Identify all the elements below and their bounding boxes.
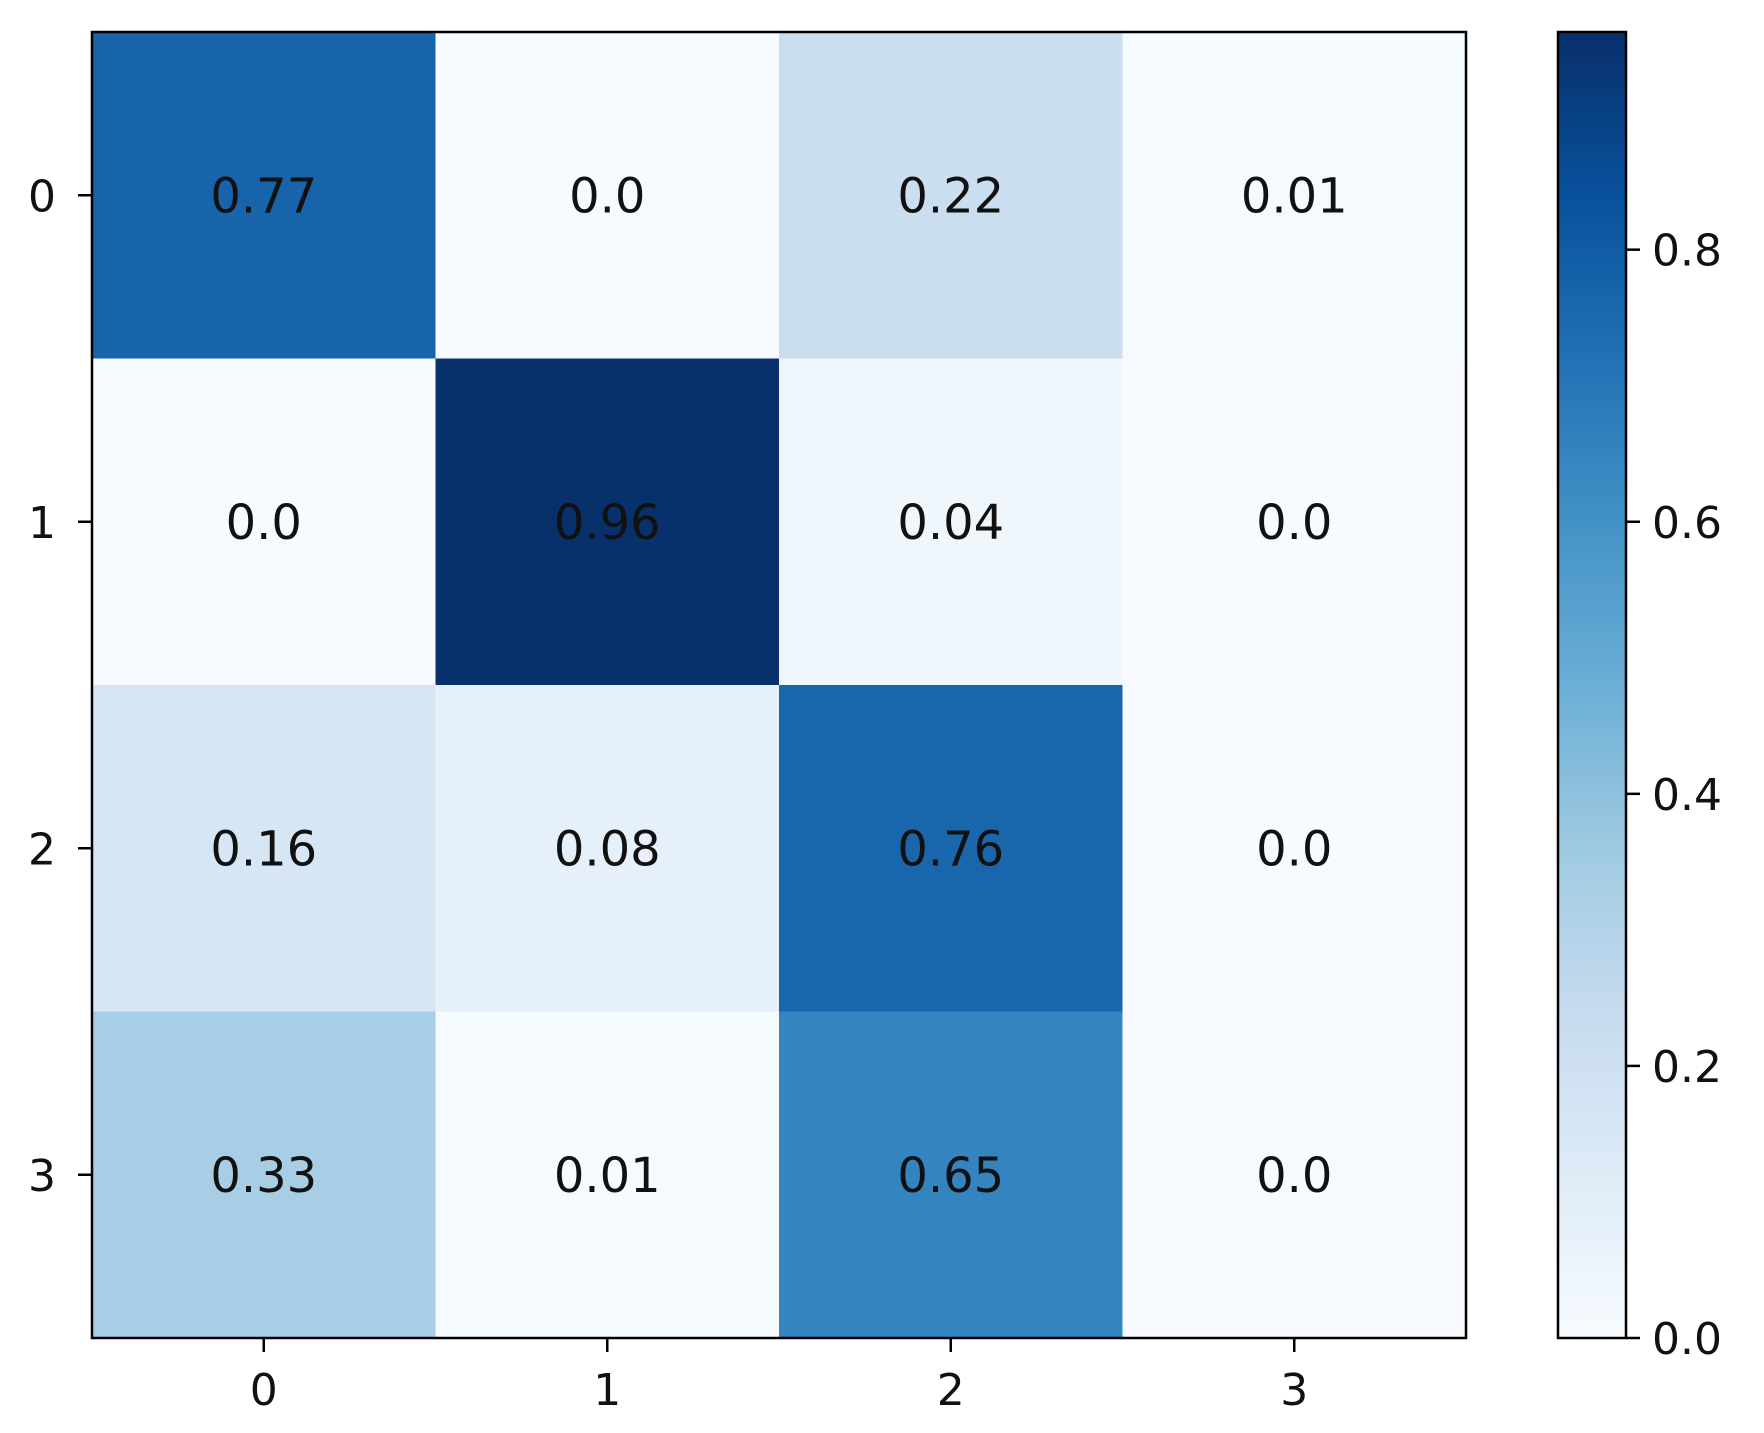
- heatmap-cell-r2-c3: [1122, 685, 1467, 1012]
- y-tick-label: 2: [28, 824, 56, 875]
- x-tick-label: 1: [593, 1365, 621, 1416]
- x-tick-label: 3: [1280, 1365, 1308, 1416]
- y-tick-label: 0: [28, 171, 56, 222]
- heatmap-cell-r2-c1: [435, 685, 780, 1012]
- y-tick-label: 3: [28, 1151, 56, 1202]
- colorbar-gradient: [1558, 32, 1626, 1338]
- y-tick-label: 1: [28, 498, 56, 549]
- heatmap-cell-label: 0.16: [210, 821, 317, 877]
- heatmap-cell-r1-c2: [779, 358, 1123, 686]
- heatmap-cell-label: 0.08: [554, 821, 661, 877]
- heatmap-cell-r2-c0: [92, 685, 436, 1012]
- heatmap-cell-label: 0.0: [1256, 821, 1332, 877]
- colorbar-tick-label: 0.4: [1652, 770, 1722, 821]
- heatmap-cell-label: 0.0: [569, 168, 645, 224]
- heatmap-cell-label: 0.0: [1256, 495, 1332, 551]
- heatmap-cell-label: 0.33: [210, 1148, 317, 1204]
- heatmap-cell-label: 0.22: [897, 168, 1004, 224]
- heatmap-cell-r0-c3: [1122, 32, 1467, 359]
- heatmap-cell-label: 0.65: [897, 1148, 1004, 1204]
- heatmap-cells: [92, 32, 1467, 1339]
- heatmap-cell-label: 0.0: [226, 495, 302, 551]
- colorbar-frame: [1556, 30, 1628, 1340]
- heatmap-cell-r1-c0: [92, 358, 436, 686]
- colorbar-tick-label: 0.0: [1652, 1314, 1722, 1365]
- heatmap-cell-r0-c1: [435, 32, 780, 359]
- heatmap-cell-r3-c3: [1122, 1011, 1467, 1339]
- heatmap-cell-labels: 0.77 0.0 0.22 0.01 0.0 0.96 0.04 0.0 0.16 0.08 0.7…: [210, 168, 1347, 1204]
- colorbar-tick-label: 0.8: [1652, 226, 1722, 277]
- heatmap-cell-r1-c1: [435, 358, 780, 686]
- heatmap-cell-label: 0.04: [897, 495, 1004, 551]
- colorbar-tick-label: 0.2: [1652, 1042, 1722, 1093]
- y-axis-ticks: 0 1 2 3: [28, 171, 92, 1202]
- heatmap-cell-label: 0.77: [210, 168, 317, 224]
- heatmap-cell-r3-c0: [92, 1011, 436, 1339]
- colorbar-ticks: 0.0 0.2 0.4 0.6 0.8: [1626, 226, 1722, 1365]
- heatmap-cell-r1-c3: [1122, 358, 1467, 686]
- heatmap-cell-label: 0.96: [554, 495, 661, 551]
- heatmap-cell-r0-c0: [92, 32, 436, 359]
- heatmap-cell-label: 0.76: [897, 821, 1004, 877]
- heatmap-cell-r3-c2: [779, 1011, 1123, 1339]
- x-tick-label: 2: [937, 1365, 965, 1416]
- heatmap-cell-r3-c1: [435, 1011, 780, 1339]
- x-tick-label: 0: [250, 1365, 278, 1416]
- heatmap-cell-label: 0.0: [1256, 1148, 1332, 1204]
- plot-frame: [90, 30, 1468, 1340]
- x-axis-ticks: 0 1 2 3: [250, 1338, 1308, 1416]
- heatmap-cell-label: 0.01: [1241, 168, 1348, 224]
- heatmap-cell-r2-c2: [779, 685, 1123, 1012]
- heatmap-cell-r0-c2: [779, 32, 1123, 359]
- colorbar-tick-label: 0.6: [1652, 498, 1722, 549]
- heatmap-cell-label: 0.01: [554, 1148, 661, 1204]
- colorbar: 0.0 0.2 0.4 0.6 0.8: [1556, 30, 1722, 1365]
